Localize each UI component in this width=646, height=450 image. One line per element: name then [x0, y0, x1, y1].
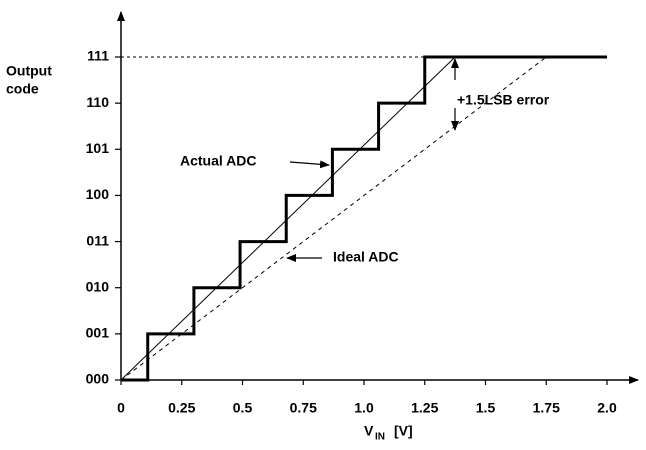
- x-axis-label-unit: [V]: [394, 423, 413, 439]
- x-tick-label: 0.25: [168, 400, 195, 416]
- series-line: [120, 56, 456, 381]
- x-tick-label: 1.0: [354, 400, 374, 416]
- series-annotation: Actual ADC: [180, 153, 257, 169]
- x-tick-label: 0.75: [290, 400, 317, 416]
- series-line: [121, 55, 607, 382]
- x-axis-label-sub: IN: [375, 432, 385, 443]
- y-tick-label: 111: [87, 48, 109, 64]
- x-tick-label: 0.5: [233, 400, 253, 416]
- series-annotation: Ideal ADC: [333, 249, 399, 265]
- x-tick-label: 1.5: [476, 400, 496, 416]
- y-axis-label: Output: [6, 63, 52, 79]
- y-tick-label: 011: [86, 232, 109, 248]
- annotation-arrow: [289, 160, 330, 169]
- x-axis-label: V: [364, 423, 374, 439]
- y-axis-label: code: [6, 81, 39, 97]
- y-tick-label: 101: [86, 140, 110, 156]
- x-tick-label: 0: [117, 400, 125, 416]
- y-tick-label: 001: [86, 325, 110, 341]
- series-line: [120, 56, 547, 381]
- y-tick-label: 110: [86, 94, 109, 110]
- y-tick-label: 000: [86, 371, 110, 387]
- error-annotation: +1.5LSB error: [457, 92, 550, 108]
- x-tick-label: 2.0: [597, 400, 617, 416]
- y-tick-label: 010: [86, 278, 110, 294]
- x-tick-label: 1.25: [411, 400, 438, 416]
- x-tick-label: 1.75: [533, 400, 560, 416]
- y-tick-label: 100: [86, 186, 110, 202]
